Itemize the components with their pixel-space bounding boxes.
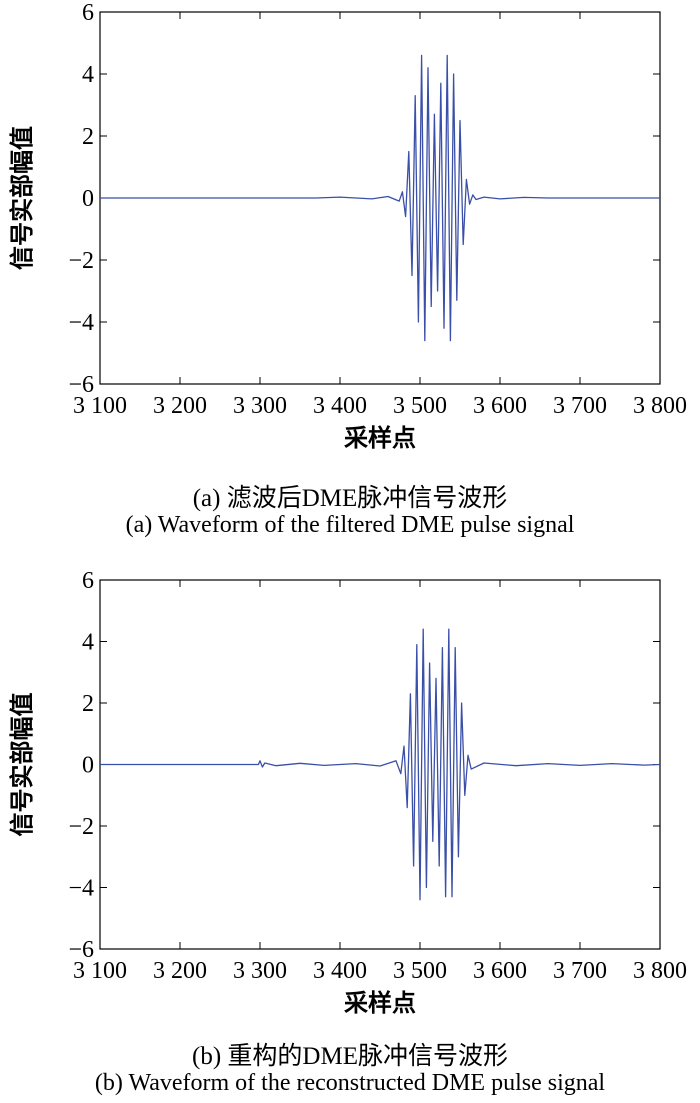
y-axis-title: 信号实部幅值 — [8, 693, 36, 837]
x-tick-label: 3 300 — [233, 958, 287, 984]
y-tick-label: 6 — [82, 0, 94, 26]
x-tick-label: 3 600 — [473, 958, 527, 984]
chart-panel-a: 3 100 3 200 3 300 3 400 3 500 3 600 3 700 3 800… — [0, 0, 700, 545]
y-tick-label: −4 — [68, 310, 94, 336]
x-tick-label: 3 100 — [73, 958, 127, 984]
x-tick-label: 3 100 — [73, 393, 127, 419]
caption-a-cn: (a) 滤波后DME脉冲信号波形 — [192, 485, 508, 512]
y-tick-label: −2 — [68, 814, 94, 840]
x-tick-label: 3 700 — [553, 958, 607, 984]
chart-a-svg: 3 100 3 200 3 300 3 400 3 500 3 600 3 700 3 800… — [8, 0, 687, 452]
x-tick-label: 3 700 — [553, 393, 607, 419]
x-tick-label: 3 800 — [633, 393, 687, 419]
y-tick-label: −2 — [68, 248, 94, 274]
y-tick-label: 4 — [82, 62, 94, 88]
x-tick-label: 3 200 — [153, 393, 207, 419]
x-tick-label: 3 400 — [313, 393, 367, 419]
x-tick-label: 3 600 — [473, 393, 527, 419]
y-tick-label: −6 — [68, 937, 94, 963]
y-tick-label: 0 — [82, 186, 94, 212]
signal-waveform-line — [100, 54, 660, 342]
y-tick-label: 6 — [82, 568, 94, 594]
x-tick-label: 3 300 — [233, 393, 287, 419]
x-axis-title: 采样点 — [344, 989, 416, 1017]
x-tick-label: 3 800 — [633, 958, 687, 984]
y-axis-title: 信号实部幅值 — [8, 126, 36, 270]
signal-waveform-line — [100, 628, 661, 901]
chart-panel-b: 3 100 3 200 3 300 3 400 3 500 3 600 3 700 3 800… — [0, 560, 700, 1103]
x-axis-title: 采样点 — [344, 424, 416, 452]
caption-b-en: (b) Waveform of the reconstructed DME pu… — [94, 1070, 606, 1096]
y-tick-label: −6 — [68, 372, 94, 398]
caption-b-cn: (b) 重构的DME脉冲信号波形 — [192, 1043, 508, 1070]
x-tick-label: 3 400 — [313, 958, 367, 984]
y-tick-label: 2 — [82, 124, 94, 150]
x-tick-label: 3 200 — [153, 958, 207, 984]
y-tick-label: 0 — [82, 753, 94, 779]
caption-a-en: (a) Waveform of the filtered DME pulse s… — [125, 512, 575, 538]
x-tick-label: 3 500 — [393, 958, 447, 984]
y-tick-label: 4 — [82, 630, 94, 656]
chart-b-svg: 3 100 3 200 3 300 3 400 3 500 3 600 3 700 3 800… — [8, 568, 687, 1017]
y-tick-label: 2 — [82, 691, 94, 717]
y-tick-label: −4 — [68, 876, 94, 902]
x-tick-label: 3 500 — [393, 393, 447, 419]
